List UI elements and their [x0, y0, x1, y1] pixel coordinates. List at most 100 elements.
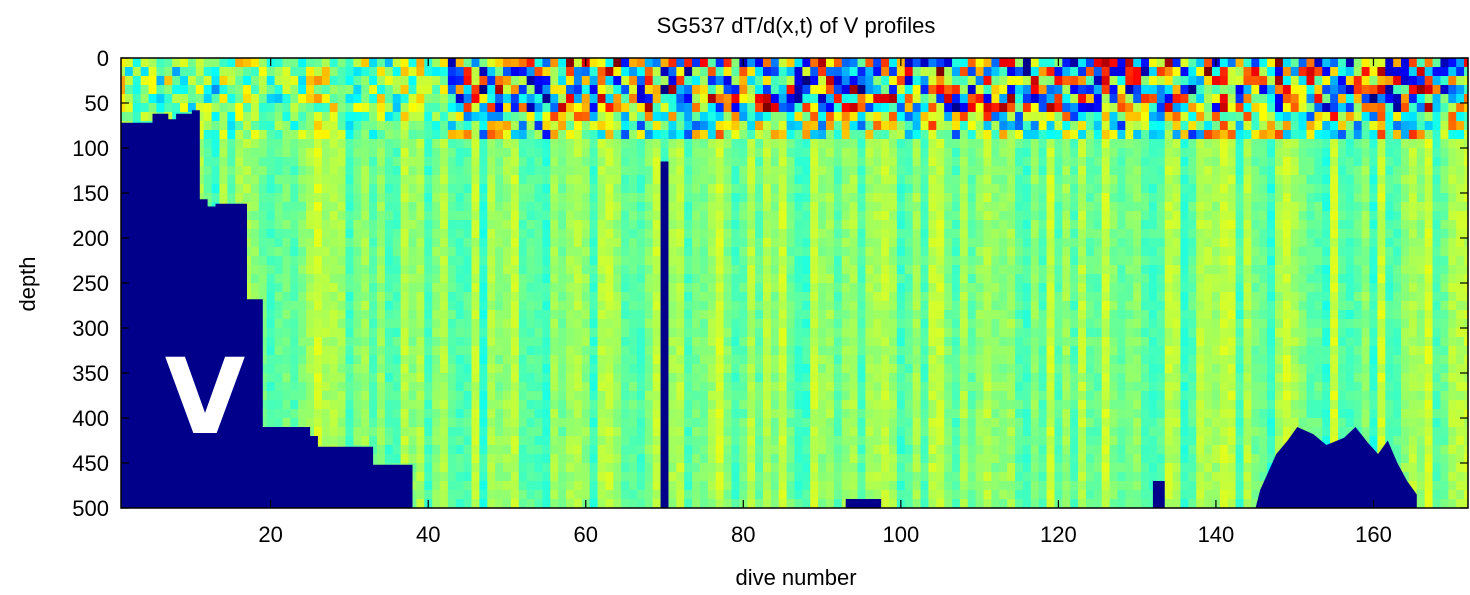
- heatmap-cell: [629, 472, 638, 482]
- heatmap-cell: [707, 220, 717, 230]
- heatmap-cell: [723, 211, 733, 221]
- heatmap-cell: [424, 445, 433, 455]
- heatmap-cell: [550, 436, 559, 446]
- heatmap-cell: [896, 436, 906, 446]
- heatmap-cell: [321, 121, 331, 131]
- heatmap-cell: [463, 247, 473, 257]
- heatmap-cell: [306, 148, 315, 158]
- heatmap-cell: [306, 328, 315, 338]
- heatmap-cell: [290, 283, 299, 293]
- heatmap-cell: [510, 85, 520, 95]
- heatmap-cell: [495, 112, 504, 122]
- heatmap-cell: [384, 130, 394, 140]
- heatmap-cell: [400, 400, 410, 410]
- heatmap-cell: [841, 301, 851, 311]
- heatmap-cell: [723, 166, 733, 176]
- heatmap-cell: [881, 166, 890, 176]
- heatmap-cell: [865, 157, 874, 167]
- heatmap-cell: [762, 103, 772, 113]
- heatmap-cell: [802, 157, 811, 167]
- heatmap-cell: [353, 139, 362, 149]
- heatmap-cell: [290, 319, 299, 329]
- heatmap-cell: [613, 427, 622, 437]
- heatmap-cell: [219, 76, 228, 86]
- heatmap-cell: [337, 112, 347, 122]
- heatmap-cell: [329, 166, 339, 176]
- heatmap-cell: [369, 319, 378, 329]
- heatmap-cell: [432, 265, 441, 275]
- heatmap-cell: [810, 427, 819, 437]
- heatmap-cell: [392, 436, 402, 446]
- heatmap-cell: [715, 400, 725, 410]
- heatmap-cell: [652, 139, 662, 149]
- heatmap-cell: [447, 175, 457, 185]
- heatmap-cell: [306, 400, 315, 410]
- heatmap-cell: [802, 76, 811, 86]
- heatmap-cell: [550, 463, 559, 473]
- heatmap-cell: [707, 139, 717, 149]
- heatmap-cell: [881, 139, 890, 149]
- heatmap-cell: [219, 139, 228, 149]
- heatmap-cell: [471, 418, 481, 428]
- heatmap-cell: [589, 319, 599, 329]
- heatmap-cell: [786, 337, 796, 347]
- heatmap-cell: [558, 292, 567, 302]
- heatmap-cell: [802, 85, 811, 95]
- heatmap-cell: [699, 67, 709, 77]
- heatmap-cell: [660, 130, 670, 140]
- heatmap-cell: [392, 193, 402, 203]
- heatmap-cell: [337, 373, 347, 383]
- heatmap-cell: [266, 157, 276, 167]
- heatmap-cell: [692, 490, 701, 500]
- heatmap-cell: [786, 211, 796, 221]
- heatmap-cell: [581, 436, 591, 446]
- heatmap-cell: [889, 220, 898, 230]
- heatmap-cell: [818, 130, 827, 140]
- heatmap-cell: [778, 274, 788, 284]
- heatmap-cell: [345, 382, 354, 392]
- heatmap-cell: [353, 193, 362, 203]
- heatmap-cell: [534, 76, 544, 86]
- heatmap-cell: [889, 193, 898, 203]
- heatmap-cell: [518, 220, 528, 230]
- heatmap-cell: [337, 121, 347, 131]
- heatmap-cell: [369, 85, 378, 95]
- heatmap-cell: [818, 184, 827, 194]
- heatmap-cell: [313, 409, 323, 419]
- heatmap-cell: [526, 355, 536, 365]
- heatmap-cell: [227, 184, 236, 194]
- heatmap-cell: [652, 85, 662, 95]
- heatmap-cell: [889, 166, 898, 176]
- heatmap-cell: [471, 283, 481, 293]
- heatmap-cell: [471, 130, 481, 140]
- heatmap-cell: [495, 481, 504, 491]
- heatmap-cell: [361, 418, 370, 428]
- heatmap-cell: [810, 112, 819, 122]
- heatmap-cell: [361, 103, 370, 113]
- heatmap-cell: [566, 157, 575, 167]
- heatmap-cell: [778, 319, 788, 329]
- heatmap-cell: [321, 220, 331, 230]
- heatmap-cell: [298, 103, 307, 113]
- heatmap-cell: [432, 337, 441, 347]
- heatmap-cell: [889, 364, 898, 374]
- heatmap-cell: [778, 58, 788, 68]
- heatmap-cell: [810, 184, 819, 194]
- heatmap-cell: [235, 112, 244, 122]
- heatmap-cell: [518, 166, 528, 176]
- heatmap-cell: [747, 472, 756, 482]
- heatmap-cell: [558, 274, 567, 284]
- heatmap-cell: [841, 463, 851, 473]
- heatmap-cell: [432, 274, 441, 284]
- heatmap-cell: [597, 211, 607, 221]
- heatmap-cell: [747, 139, 756, 149]
- heatmap-cell: [896, 247, 906, 257]
- heatmap-cell: [573, 157, 583, 167]
- heatmap-cell: [629, 94, 638, 104]
- heatmap-cell: [290, 328, 299, 338]
- heatmap-cell: [629, 184, 638, 194]
- heatmap-cell: [282, 373, 291, 383]
- heatmap-cell: [558, 76, 567, 86]
- heatmap-cell: [857, 166, 866, 176]
- heatmap-cell: [826, 400, 835, 410]
